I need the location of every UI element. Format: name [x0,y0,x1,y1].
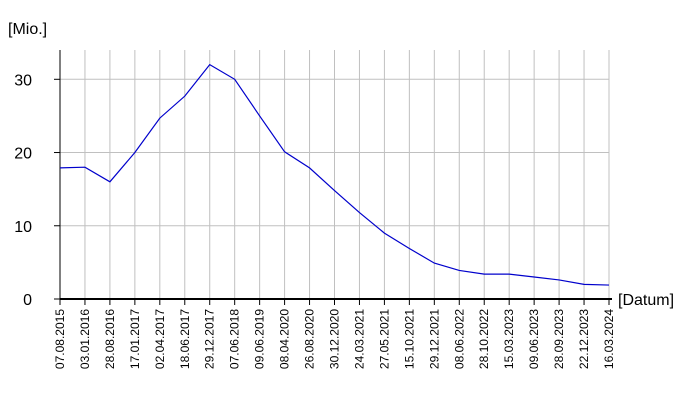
x-tick-label: 26.08.2020 [303,309,317,369]
x-tick-label: 03.01.2016 [78,309,92,369]
x-tick-label: 29.12.2021 [427,309,441,369]
x-tick-label: 09.06.2023 [527,309,541,369]
x-tick-label: 15.10.2021 [402,309,416,369]
x-tick-label: 08.04.2020 [278,309,292,369]
y-axis-label: [Mio.] [8,21,47,38]
x-tick-label: 08.06.2022 [452,309,466,369]
x-tick-label: 22.12.2023 [577,309,591,369]
x-tick-label: 16.03.2024 [602,309,616,369]
data-line [59,63,610,286]
y-tick-label: 30 [14,72,32,89]
x-tick-label: 02.04.2017 [153,309,167,369]
y-tick-label: 0 [23,292,32,309]
x-axis-label: [Datum] [618,292,674,309]
y-tick-label: 10 [14,219,32,236]
x-tick-label: 07.08.2015 [53,309,67,369]
x-tick-label: 28.09.2023 [552,309,566,369]
x-tick-label: 15.03.2023 [502,309,516,369]
y-tick-label: 20 [14,146,32,163]
x-tick-label: 09.06.2019 [253,309,267,369]
x-tick-label: 27.05.2021 [377,309,391,369]
x-tick-label: 18.06.2017 [178,309,192,369]
x-tick-label: 07.06.2018 [228,309,242,369]
x-tick-label: 28.10.2022 [477,309,491,369]
x-tick-label: 24.03.2021 [352,309,366,369]
x-tick-label: 29.12.2017 [203,309,217,369]
x-tick-label: 28.08.2016 [103,309,117,369]
x-tick-label: 30.12.2020 [328,309,342,369]
x-tick-label: 17.01.2017 [128,309,142,369]
